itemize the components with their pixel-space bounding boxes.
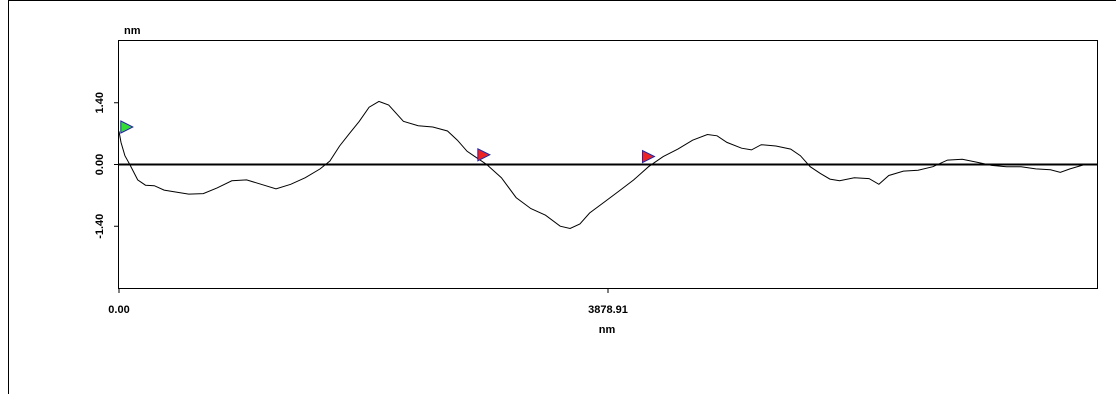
y-tick-label: -1.40 bbox=[94, 214, 106, 239]
x-axis-unit-label: nm bbox=[599, 324, 616, 336]
cursor-marker-1[interactable] bbox=[120, 120, 134, 134]
y-axis-unit-label: nm bbox=[124, 25, 141, 37]
y-tick-label: 0.00 bbox=[94, 154, 106, 175]
x-tick-label: 3878.91 bbox=[588, 304, 628, 316]
cursor-marker-2[interactable] bbox=[477, 147, 491, 162]
profile-series-line bbox=[118, 100, 1097, 230]
y-tick-label: 1.40 bbox=[94, 92, 106, 113]
cursor-marker-3[interactable] bbox=[641, 149, 656, 164]
x-tick-label: 0.00 bbox=[108, 304, 129, 316]
